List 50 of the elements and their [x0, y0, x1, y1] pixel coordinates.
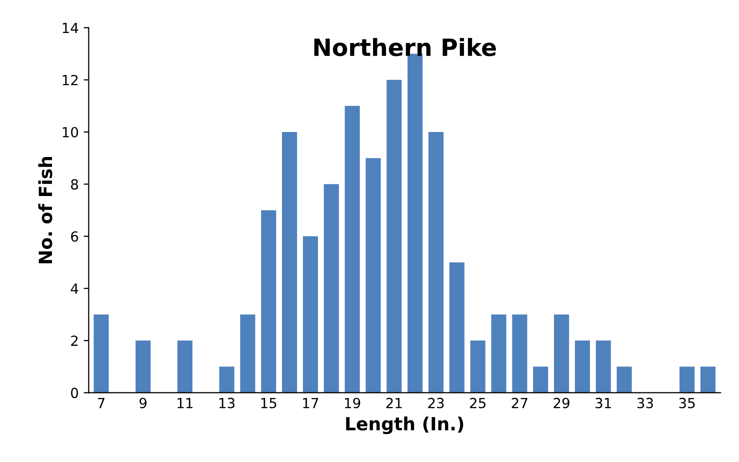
y-tick-label: 14 [62, 22, 78, 33]
bar [240, 314, 256, 393]
y-tick-label: 6 [71, 231, 78, 242]
y-axis-title: No. of Fish [38, 156, 52, 264]
bar [344, 106, 360, 393]
x-tick-label: 31 [596, 398, 611, 408]
bar [596, 340, 611, 393]
y-tick-label: 12 [62, 74, 78, 86]
bar [219, 366, 234, 393]
x-tick-label: 15 [261, 398, 276, 408]
x-tick-label: 11 [178, 398, 192, 408]
bar [700, 366, 716, 393]
x-axis-title: Length (In.) [346, 416, 464, 434]
bar [324, 184, 339, 393]
bar [491, 314, 506, 393]
y-tick-label: 2 [71, 336, 78, 346]
y-tick-label: 0 [71, 388, 78, 398]
x-tick-label: 9 [140, 398, 147, 408]
x-tick-label: 7 [98, 398, 104, 408]
bar [512, 314, 528, 393]
bar [177, 340, 192, 393]
bar [282, 132, 298, 393]
bar [574, 340, 590, 393]
x-tick-label: 17 [303, 398, 318, 408]
x-tick-label: 29 [554, 398, 570, 408]
x-tick-label: 19 [344, 398, 360, 408]
bar [302, 236, 318, 393]
bar [554, 314, 570, 393]
y-tick-label: 8 [71, 179, 78, 190]
bar [680, 366, 695, 393]
bar [136, 340, 151, 393]
bar [470, 340, 486, 393]
x-tick-label: 13 [219, 398, 234, 408]
y-tick-label: 4 [70, 284, 78, 294]
bar [261, 210, 276, 393]
bar [449, 262, 464, 393]
y-tick-label: 10 [62, 126, 78, 138]
bar [94, 314, 109, 393]
bar [366, 158, 381, 393]
x-tick-label: 21 [386, 398, 402, 408]
x-tick-label: 27 [512, 398, 528, 408]
bar [428, 132, 444, 393]
x-tick-label: 23 [428, 398, 444, 408]
x-tick-label: 33 [637, 398, 653, 408]
bar [616, 366, 632, 393]
bar [386, 80, 402, 393]
x-tick-label: 35 [679, 398, 695, 408]
x-tick-label: 25 [470, 398, 486, 408]
chart-title: Northern Pike [314, 38, 496, 56]
bar [533, 366, 548, 393]
